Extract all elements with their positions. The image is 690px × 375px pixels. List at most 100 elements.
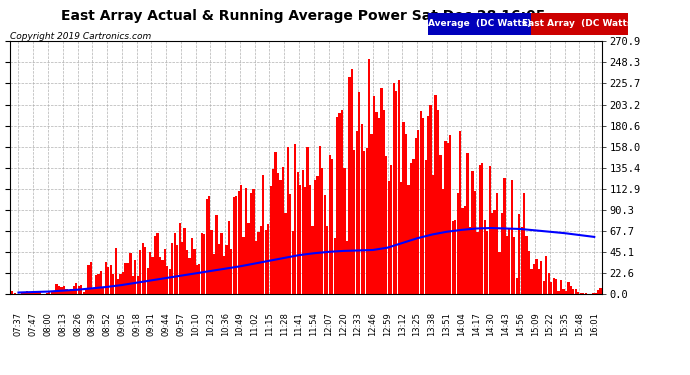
Bar — [548, 273, 550, 294]
Text: 11:15: 11:15 — [265, 312, 274, 336]
Bar — [237, 191, 240, 294]
Bar — [149, 252, 151, 294]
Bar — [188, 258, 190, 294]
Bar — [311, 226, 314, 294]
Bar — [533, 264, 535, 294]
Bar — [220, 233, 223, 294]
Bar — [28, 292, 30, 294]
Bar — [117, 279, 119, 294]
Bar — [297, 172, 299, 294]
Bar — [230, 249, 233, 294]
Bar — [70, 289, 72, 294]
Bar — [506, 236, 508, 294]
Bar — [407, 185, 410, 294]
Bar — [580, 293, 582, 294]
Bar — [444, 141, 446, 294]
Bar — [146, 268, 149, 294]
Bar — [454, 220, 456, 294]
Bar — [14, 293, 16, 294]
Bar — [348, 78, 351, 294]
Bar — [284, 213, 286, 294]
Bar — [26, 291, 28, 294]
Bar — [319, 146, 321, 294]
Bar — [550, 282, 552, 294]
Text: 08:26: 08:26 — [73, 312, 82, 336]
Bar — [309, 185, 311, 294]
Bar — [250, 193, 252, 294]
Bar — [33, 292, 36, 294]
Bar — [127, 263, 129, 294]
Bar — [481, 163, 484, 294]
Text: 08:52: 08:52 — [103, 312, 112, 336]
Bar — [424, 160, 427, 294]
Bar — [542, 281, 545, 294]
Bar — [503, 178, 506, 294]
Bar — [462, 208, 464, 294]
Bar — [361, 124, 363, 294]
Bar — [171, 243, 173, 294]
Bar — [75, 283, 77, 294]
Bar — [21, 292, 23, 294]
Bar — [538, 269, 540, 294]
Bar — [322, 168, 324, 294]
Bar — [390, 165, 393, 294]
Bar — [336, 117, 338, 294]
Bar — [122, 272, 124, 294]
Bar — [124, 263, 127, 294]
Bar — [412, 159, 415, 294]
Bar — [328, 155, 331, 294]
Bar — [355, 131, 358, 294]
Text: 10:23: 10:23 — [206, 312, 215, 336]
Text: 14:56: 14:56 — [516, 312, 525, 336]
Bar — [279, 180, 282, 294]
Bar — [397, 80, 400, 294]
Bar — [405, 134, 407, 294]
Bar — [166, 266, 168, 294]
Bar — [565, 291, 567, 294]
Bar — [331, 159, 333, 294]
Bar — [486, 231, 489, 294]
Bar — [324, 195, 326, 294]
Text: 07:37: 07:37 — [14, 312, 23, 336]
Bar — [545, 256, 547, 294]
Bar — [513, 237, 515, 294]
Bar — [540, 261, 542, 294]
Bar — [151, 258, 154, 294]
Bar — [240, 185, 242, 294]
Bar — [558, 291, 560, 294]
Bar — [304, 188, 306, 294]
Bar — [61, 287, 63, 294]
Bar — [292, 231, 294, 294]
Bar — [157, 233, 159, 294]
Text: 09:57: 09:57 — [177, 312, 186, 336]
Bar — [259, 226, 262, 294]
Bar — [112, 274, 115, 294]
Bar — [223, 256, 225, 294]
Bar — [110, 264, 112, 294]
Bar — [520, 227, 523, 294]
Bar — [215, 215, 217, 294]
Bar — [83, 291, 85, 294]
Bar — [417, 130, 420, 294]
Bar — [233, 196, 235, 294]
Text: 10:10: 10:10 — [191, 312, 200, 336]
Text: 09:05: 09:05 — [117, 312, 126, 336]
Bar — [562, 289, 564, 294]
Bar — [235, 196, 237, 294]
Text: 11:02: 11:02 — [250, 312, 259, 336]
Text: 15:22: 15:22 — [546, 312, 555, 336]
Bar — [528, 251, 530, 294]
Bar — [174, 233, 176, 294]
Bar — [88, 265, 90, 294]
Bar — [567, 282, 569, 294]
Bar — [63, 286, 65, 294]
Bar — [511, 180, 513, 294]
Bar — [198, 264, 201, 294]
Bar — [270, 186, 272, 294]
Text: 14:43: 14:43 — [501, 312, 510, 336]
Bar — [11, 291, 13, 294]
Bar — [383, 110, 385, 294]
Bar — [302, 170, 304, 294]
Bar — [275, 152, 277, 294]
Bar — [100, 272, 102, 294]
